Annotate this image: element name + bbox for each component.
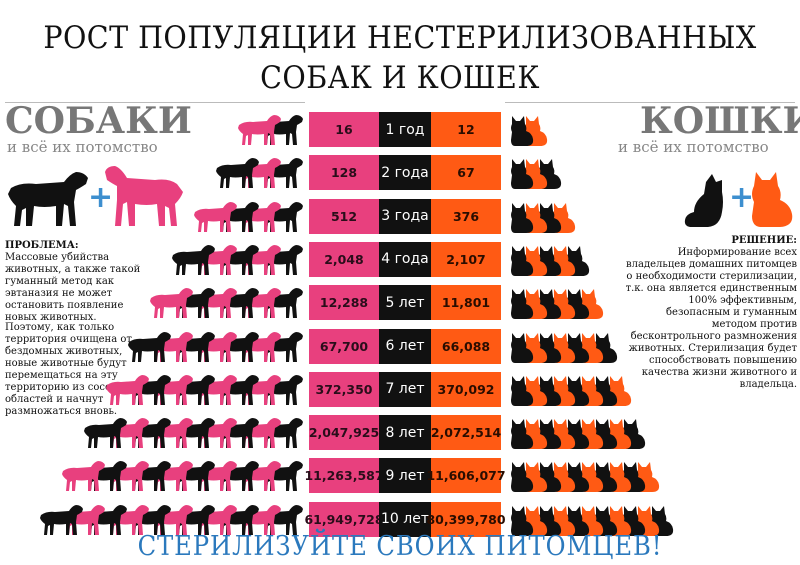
dog-silhouettes-row: [150, 288, 303, 319]
year-cell: 4 года: [379, 241, 431, 277]
year-cell: 10 лет: [379, 501, 431, 537]
cta-slogan: СТЕРИЛИЗУЙТЕ СВОИХ ПИТОМЦЕВ!: [137, 531, 663, 562]
cat-silhouettes-row: [511, 116, 548, 146]
cats-count-cell: 80,399,780: [426, 501, 506, 537]
cat-icon: [511, 375, 534, 406]
dogs-count-cell: 11,263,587: [304, 458, 384, 494]
cat-silhouettes-row: [511, 462, 660, 493]
cat-silhouettes-row: [511, 419, 646, 450]
cats-count-cell: 376: [431, 198, 501, 234]
cat-silhouettes-row: [511, 202, 576, 233]
cats-count-cell: 67: [431, 155, 501, 191]
cats-subtitle: и всё их потомство: [618, 138, 769, 156]
dog-icon: [128, 331, 171, 362]
dog-icon: [216, 158, 259, 189]
year-cell: 1 год: [379, 112, 431, 147]
problem-text-2: Поэтому, как только территория очищена о…: [5, 322, 136, 417]
dogs-plus: +: [88, 180, 114, 215]
year-cell: 9 лет: [379, 458, 431, 494]
dogs-count-cell: 12,288: [309, 285, 379, 321]
cat-icon: [511, 419, 534, 450]
cats-count-cell: 11,801: [431, 285, 501, 321]
dog-icon: [40, 504, 83, 535]
dogs-count-cell: 372,350: [309, 371, 379, 407]
cat-icon: [511, 116, 534, 146]
cat-icon: [511, 332, 534, 363]
cats-count-cell: 12: [431, 112, 501, 147]
year-cell: 5 лет: [379, 285, 431, 321]
dogs-count-cell: 2,047,925: [309, 415, 379, 451]
divider-right: [505, 102, 795, 103]
cats-count-cell: 2,072,514: [431, 415, 501, 451]
cats-count-cell: 11,606,077: [426, 458, 506, 494]
dog-silhouettes-row: [194, 201, 303, 232]
title-line-2: СОБАК И КОШЕК: [260, 60, 540, 96]
cat-silhouettes-row: [511, 289, 604, 320]
dog-icon: [172, 244, 215, 275]
dog-silhouettes-row: [216, 158, 303, 189]
cat-silhouettes-row: [511, 375, 632, 406]
divider-left: [5, 102, 305, 103]
dogs-title: СОБАКИ: [5, 100, 192, 142]
year-cell: 7 лет: [379, 371, 431, 407]
dogs-count-cell: 128: [309, 155, 379, 191]
cat-icon: [511, 505, 534, 536]
cat-icon: [511, 462, 534, 493]
dog-icon: [84, 418, 127, 449]
solution-text: Информирование всех владельцев домашних …: [625, 247, 797, 390]
dog-silhouettes-row: [84, 418, 303, 449]
solution-heading: РЕШЕНИЕ:: [731, 235, 797, 246]
big-cat-black-icon: [684, 174, 723, 227]
dog-icon: [106, 374, 149, 405]
cat-silhouettes-row: [511, 332, 618, 363]
solution-block: РЕШЕНИЕ: Информирование всех владельцев …: [625, 235, 797, 391]
cat-silhouettes-row: [511, 159, 562, 190]
cat-silhouettes-row: [511, 245, 590, 276]
year-cell: 2 года: [379, 155, 431, 191]
dogs-count-cell: 2,048: [309, 241, 379, 277]
dogs-count-cell: 67,700: [309, 328, 379, 364]
cat-icon: [511, 245, 534, 276]
dog-silhouettes-row: [106, 374, 303, 405]
year-cell: 6 лет: [379, 328, 431, 364]
dogs-count-cell: 61,949,728: [304, 501, 384, 537]
cats-plus: +: [729, 180, 755, 215]
dog-silhouettes-row: [238, 115, 303, 145]
dogs-subtitle: и всё их потомство: [7, 138, 158, 156]
title-line-1: РОСТ ПОПУЛЯЦИИ НЕСТЕРИЛИЗОВАННЫХ: [43, 20, 757, 56]
cat-icon: [511, 159, 534, 190]
dogs-count-cell: 16: [309, 112, 379, 147]
big-cat-orange-icon: [752, 172, 793, 227]
cats-count-cell: 2,107: [431, 241, 501, 277]
dog-icon: [150, 288, 193, 319]
big-dog-pink-icon: [105, 166, 183, 226]
cat-icon: [511, 202, 534, 233]
cats-count-cell: 370,092: [431, 371, 501, 407]
dog-icon: [194, 201, 237, 232]
big-dog-black-icon: [8, 172, 88, 226]
dog-silhouettes-row: [128, 331, 303, 362]
problem-text: Массовые убийства животных, а также тако…: [5, 252, 141, 323]
dog-silhouettes-row: [172, 244, 303, 275]
year-cell: 8 лет: [379, 415, 431, 451]
dog-icon: [62, 461, 105, 492]
dog-silhouettes-row: [40, 504, 303, 535]
dog-icon: [238, 115, 281, 145]
year-cell: 3 года: [379, 198, 431, 234]
cat-silhouettes-row: [511, 505, 674, 536]
problem-block: ПРОБЛЕМА: Массовые убийства животных, а …: [5, 240, 155, 324]
cats-title: КОШКИ: [640, 100, 800, 142]
cats-count-cell: 66,088: [431, 328, 501, 364]
cat-icon: [511, 289, 534, 320]
dogs-count-cell: 512: [309, 198, 379, 234]
problem-heading: ПРОБЛЕМА:: [5, 240, 79, 251]
dog-silhouettes-row: [62, 461, 303, 492]
